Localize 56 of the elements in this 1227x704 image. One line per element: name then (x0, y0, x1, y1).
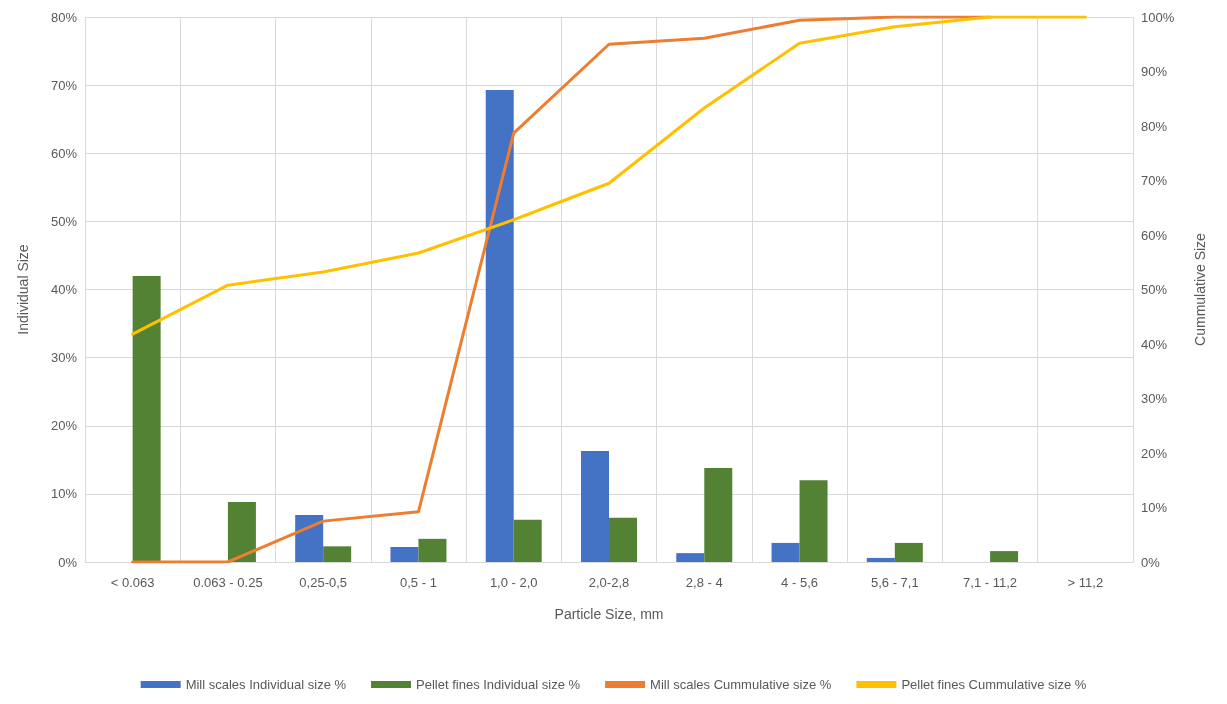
y2-tick-label: 40% (1141, 336, 1168, 352)
y-tick-label: 30% (50, 350, 78, 366)
x-axis-title: Particle Size, mm (554, 606, 664, 622)
legend-label: Pellet fines Cummulative size % (901, 677, 1087, 692)
x-tick-label: 0,5 - 1 (400, 575, 437, 590)
y-tick-label: 60% (50, 145, 78, 161)
legend-label: Mill scales Cummulative size % (650, 677, 832, 692)
bar (513, 519, 542, 562)
bar (418, 538, 447, 562)
bar (323, 546, 352, 562)
y-tick-label: 40% (50, 282, 78, 297)
x-tick-label: 2,8 - 4 (685, 575, 723, 590)
bar (894, 542, 923, 562)
y-tick-label: 80% (50, 9, 78, 25)
y2-tick-label: 90% (1141, 64, 1168, 79)
bar (990, 551, 1019, 562)
y-tick-label: 50% (50, 213, 78, 229)
x-tick-label: > 11,2 (1067, 575, 1104, 590)
bar (132, 275, 161, 562)
y-tick-label: 70% (50, 77, 78, 93)
x-tick-label: 5,6 - 7,1 (870, 575, 919, 590)
x-tick-label: 1,0 - 2,0 (489, 575, 538, 590)
bar (771, 542, 800, 562)
x-tick-label: 2,0-2,8 (588, 575, 630, 590)
y2-tick-label: 20% (1141, 445, 1168, 461)
line-series (131, 15, 1087, 336)
y2-tick-label: 80% (1141, 118, 1168, 134)
y-tick-label: 20% (50, 418, 78, 434)
y2-tick-label: 30% (1141, 391, 1168, 406)
x-tick-label: 0,25-0,5 (299, 575, 348, 590)
legend-label: Pellet fines Individual size % (416, 677, 581, 692)
x-tick-label: 4 - 5,6 (781, 575, 818, 590)
bar (390, 547, 419, 562)
y-axis-title: Individual Size (15, 244, 31, 335)
y-tick-label: 0% (58, 554, 78, 570)
y-tick-label: 10% (50, 486, 78, 502)
bar (866, 557, 895, 562)
x-tick-label: 7,1 - 11,2 (963, 575, 1018, 590)
y2-tick-label: 60% (1141, 227, 1168, 243)
bar (799, 480, 828, 562)
bar (676, 553, 705, 562)
y2-axis-title: Cummulative Size (1192, 232, 1208, 346)
x-tick-label: < 0.063 (110, 575, 155, 590)
bar (227, 502, 256, 562)
y2-tick-label: 0% (1141, 554, 1161, 570)
bar (485, 89, 514, 562)
y2-tick-label: 10% (1141, 500, 1168, 515)
x-tick-label: 0.063 - 0.25 (193, 575, 263, 590)
y2-tick-label: 50% (1141, 282, 1168, 297)
bar (704, 467, 733, 562)
bar (609, 517, 637, 562)
bar (295, 514, 324, 562)
y2-tick-label: 70% (1141, 173, 1168, 188)
bar (581, 450, 609, 562)
legend-label: Mill scales Individual size % (185, 677, 347, 692)
y2-tick-label: 100% (1141, 9, 1175, 25)
